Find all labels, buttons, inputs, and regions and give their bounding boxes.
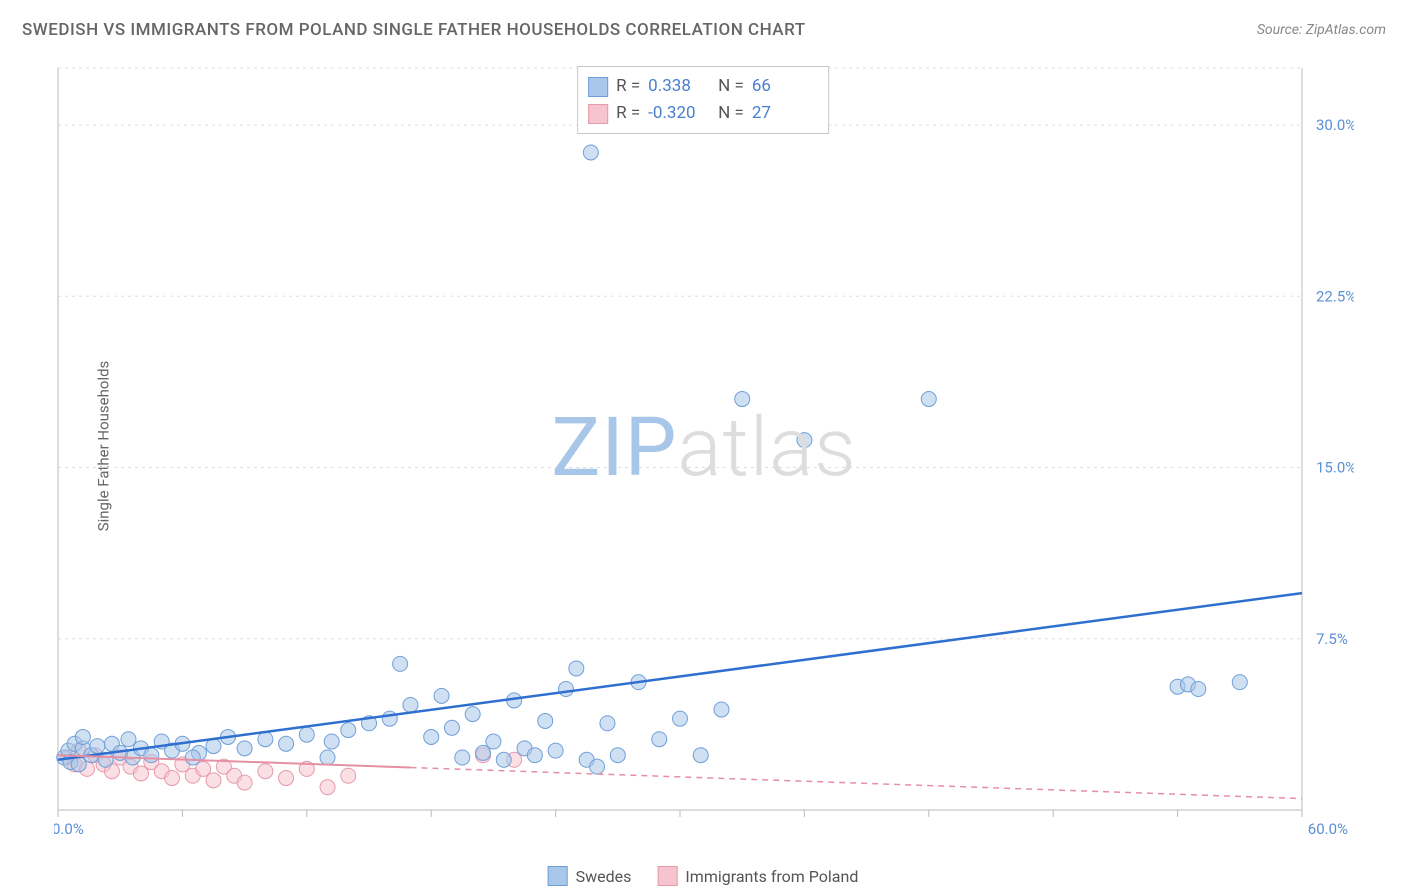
legend-item-swedes: Swedes: [548, 866, 632, 886]
svg-text:22.5%: 22.5%: [1316, 287, 1354, 305]
n-value: 27: [752, 100, 814, 127]
legend-item-poland: Immigrants from Poland: [657, 866, 858, 886]
svg-text:7.5%: 7.5%: [1316, 630, 1348, 648]
n-label: N =: [718, 100, 744, 127]
r-label: R =: [616, 100, 640, 127]
swatch-pink-icon: [588, 104, 608, 124]
r-value: -0.320: [648, 100, 710, 127]
chart-title: SWEDISH VS IMMIGRANTS FROM POLAND SINGLE…: [22, 20, 806, 40]
stats-legend: R = 0.338 N = 66 R = -0.320 N = 27: [577, 66, 829, 134]
stats-row-poland: R = -0.320 N = 27: [588, 100, 814, 127]
svg-text:15.0%: 15.0%: [1316, 459, 1354, 477]
stats-row-swedes: R = 0.338 N = 66: [588, 73, 814, 100]
svg-text:60.0%: 60.0%: [1308, 820, 1348, 838]
n-label: N =: [718, 73, 744, 100]
chart-area: 7.5%15.0%22.5%30.0%0.0%60.0% ZIPatlas: [54, 62, 1354, 838]
svg-text:30.0%: 30.0%: [1316, 116, 1354, 134]
svg-text:0.0%: 0.0%: [54, 820, 84, 838]
swatch-blue-icon: [588, 77, 608, 97]
legend-label: Swedes: [576, 867, 632, 886]
swatch-pink-icon: [657, 866, 677, 886]
scatter-chart: 7.5% 15.0% 22.5% 30.0% 0.0% 60.0%: [54, 62, 1354, 838]
swatch-blue-icon: [548, 866, 568, 886]
n-value: 66: [752, 73, 814, 100]
r-value: 0.338: [648, 73, 710, 100]
legend-label: Immigrants from Poland: [685, 867, 858, 886]
series-legend: Swedes Immigrants from Poland: [548, 866, 859, 886]
r-label: R =: [616, 73, 640, 100]
source-label: Source: ZipAtlas.com: [1257, 22, 1386, 38]
